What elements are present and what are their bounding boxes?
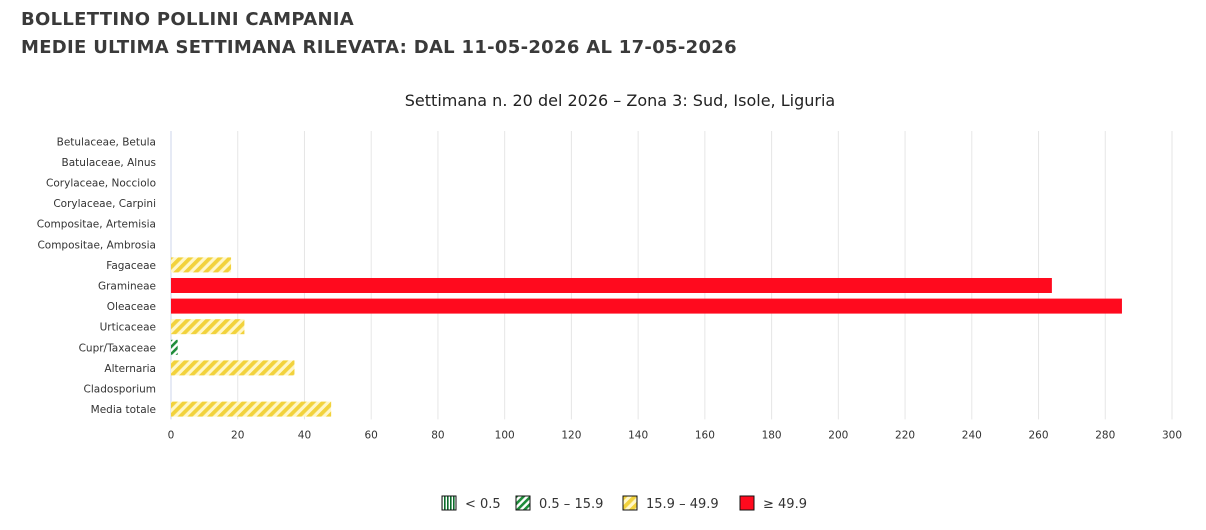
category-label: Batulaceae, Alnus bbox=[62, 157, 156, 169]
x-tick-label: 220 bbox=[895, 429, 915, 441]
x-tick-label: 100 bbox=[495, 429, 515, 441]
grid bbox=[170, 131, 1173, 420]
x-tick-labels: 0 20 40 60 80 100 120 140 160 180 200 220 240 260 280 3… bbox=[168, 429, 1182, 441]
x-tick-label: 0 bbox=[168, 429, 175, 441]
category-label: Alternaria bbox=[104, 363, 156, 375]
category-label: Cladosporium bbox=[84, 384, 156, 396]
page-title: BOLLETTINO POLLINI CAMPANIA bbox=[21, 9, 355, 30]
x-tick-label: 240 bbox=[962, 429, 982, 441]
x-tick-label: 160 bbox=[695, 429, 715, 441]
category-label: Compositae, Artemisia bbox=[37, 219, 156, 231]
legend-item[interactable]: 0.5 – 15.9 bbox=[515, 495, 603, 512]
category-label: Corylaceae, Carpini bbox=[53, 198, 156, 210]
x-tick-label: 20 bbox=[231, 429, 244, 441]
x-tick-label: 80 bbox=[431, 429, 444, 441]
legend-label: 0.5 – 15.9 bbox=[539, 497, 603, 512]
category-label: Compositae, Ambrosia bbox=[37, 239, 156, 251]
legend-item[interactable]: 15.9 – 49.9 bbox=[622, 495, 719, 512]
legend-item[interactable]: ≥ 49.9 bbox=[739, 495, 807, 512]
x-tick-label: 60 bbox=[365, 429, 378, 441]
legend-item[interactable]: < 0.5 bbox=[441, 495, 501, 512]
category-label: Betulaceae, Betula bbox=[57, 136, 156, 148]
page-subtitle: MEDIE ULTIMA SETTIMANA RILEVATA: DAL 11-… bbox=[21, 37, 737, 58]
x-tick-label: 40 bbox=[298, 429, 311, 441]
x-tick-label: 180 bbox=[762, 429, 782, 441]
category-label: Media totale bbox=[91, 404, 156, 416]
legend-swatch bbox=[441, 495, 457, 511]
category-label: Fagaceae bbox=[106, 260, 156, 272]
category-label: Corylaceae, Nocciolo bbox=[46, 178, 156, 190]
legend-swatch bbox=[739, 495, 755, 511]
category-label: Oleaceae bbox=[107, 301, 156, 313]
category-labels: Betulaceae, Betula Batulaceae, Alnus Coryl… bbox=[37, 136, 156, 416]
x-tick-label: 300 bbox=[1162, 429, 1182, 441]
bars bbox=[171, 257, 1122, 417]
x-tick-label: 200 bbox=[828, 429, 848, 441]
category-label: Gramineae bbox=[98, 281, 156, 293]
legend: < 0.5 0.5 – 15.9 15.9 – 49.9 ≥ 49.9 bbox=[441, 495, 807, 512]
legend-label: ≥ 49.9 bbox=[763, 497, 807, 512]
legend-swatch bbox=[515, 495, 531, 511]
legend-swatch bbox=[622, 495, 638, 511]
bar[interactable] bbox=[171, 278, 1052, 293]
legend-label: < 0.5 bbox=[465, 497, 501, 512]
bar[interactable] bbox=[171, 360, 295, 376]
bar[interactable] bbox=[171, 319, 245, 335]
chart-title: Settimana n. 20 del 2026 – Zona 3: Sud, … bbox=[405, 91, 835, 110]
legend-label: 15.9 – 49.9 bbox=[646, 497, 719, 512]
bar[interactable] bbox=[171, 401, 332, 417]
x-tick-label: 280 bbox=[1095, 429, 1115, 441]
x-tick-label: 120 bbox=[561, 429, 581, 441]
category-label: Urticaceae bbox=[100, 322, 156, 334]
bar[interactable] bbox=[171, 257, 232, 273]
bar[interactable] bbox=[171, 298, 1122, 314]
bar[interactable] bbox=[171, 339, 178, 355]
category-label: Cupr/Taxaceae bbox=[79, 342, 156, 354]
x-tick-label: 260 bbox=[1029, 429, 1049, 441]
x-tick-label: 140 bbox=[628, 429, 648, 441]
